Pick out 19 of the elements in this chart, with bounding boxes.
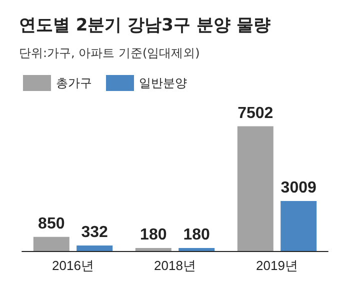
data-label: 850 — [38, 215, 65, 232]
bar — [76, 245, 113, 251]
chart-subtitle: 단위:가구, 아파트 기준(임대제외) — [19, 46, 200, 60]
bar — [280, 200, 317, 251]
data-label: 180 — [140, 226, 167, 244]
x-tick-label: 2018년 — [154, 258, 196, 273]
data-label: 7502 — [238, 104, 274, 122]
bar — [135, 248, 172, 251]
legend-label: 총가구 — [56, 76, 92, 90]
data-label: 3009 — [280, 179, 316, 196]
data-label: 332 — [81, 224, 108, 241]
x-tick-label: 2019년 — [256, 258, 298, 273]
chart-title: 연도별 2분기 강남3구 분양 물량 — [19, 16, 270, 36]
bar — [178, 248, 215, 251]
data-label: 180 — [183, 226, 210, 244]
bar — [33, 236, 70, 251]
legend-label: 일반분양 — [139, 76, 187, 90]
x-tick-label: 2016년 — [52, 258, 94, 273]
bar — [237, 126, 274, 251]
